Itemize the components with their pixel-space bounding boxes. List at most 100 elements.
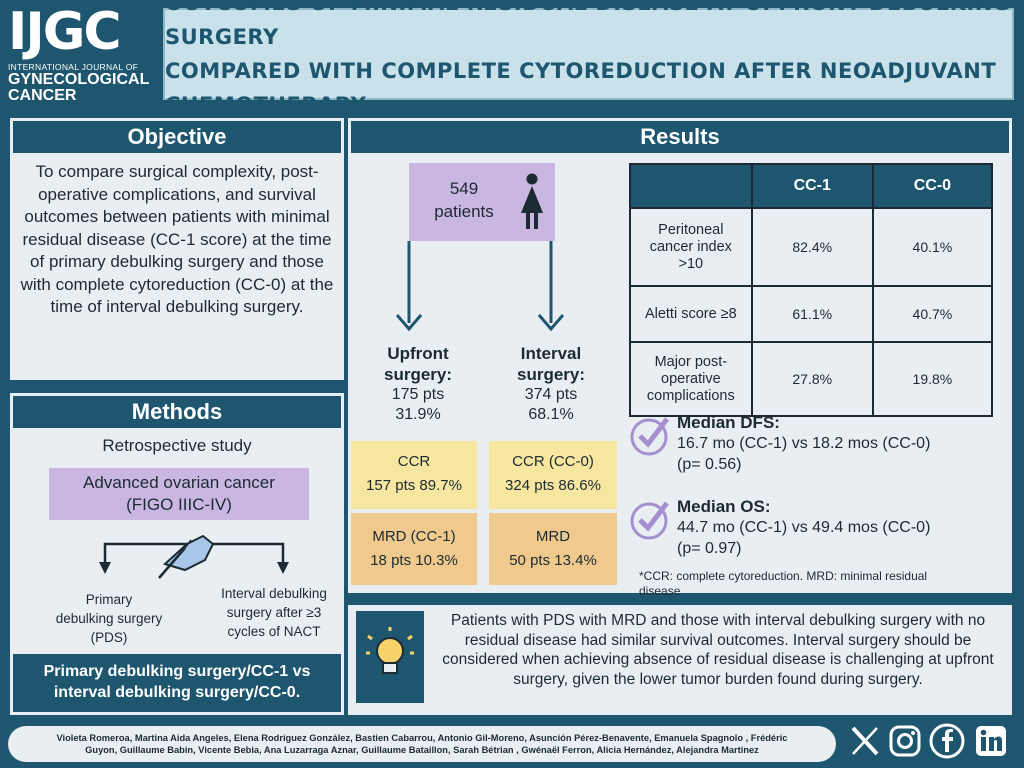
row-label-line: Peritoneal xyxy=(658,221,724,238)
table-row-label: Peritoneal cancer index >10 xyxy=(629,207,753,287)
linkedin-icon[interactable] xyxy=(972,722,1010,760)
conclusion-panel: Patients with PDS with MRD and those wit… xyxy=(348,605,1012,715)
methods-heading: Methods xyxy=(13,396,341,428)
authors-line-2: Guyon, Guillaume Babin, Vicente Bebia, A… xyxy=(85,745,759,755)
instagram-icon[interactable] xyxy=(886,722,924,760)
table-cell-cc0: 40.7% xyxy=(871,285,994,343)
results-panel: Results 549 patients Upfront surgery: 17… xyxy=(348,118,1012,598)
interval-pct: 68.1% xyxy=(528,406,574,423)
os-value: 44.7 mo (CC-1) vs 49.4 mos (CC-0) xyxy=(677,519,931,536)
lightbulb-badge xyxy=(356,611,424,703)
table-cell-cc1: 27.8% xyxy=(750,341,874,417)
x-icon[interactable] xyxy=(846,722,884,760)
title-banner: OUTCOMES OF MINIMAL RESIDUAL DISEASE AT … xyxy=(163,0,1014,117)
comparison-line-2: interval debulking surgery/CC-0. xyxy=(53,684,301,701)
interval-mrd-box: MRD 50 pts 13.4% xyxy=(489,513,617,585)
patients-count: 549 xyxy=(449,179,479,198)
population-line-2: (FIGO IIIC-IV) xyxy=(126,495,232,514)
authors-bar: Violeta Romeroa, Martina Aida Angeles, E… xyxy=(8,726,836,762)
table-row-label: Major post- operative complications xyxy=(629,341,753,417)
row-label-line: Major post- xyxy=(654,353,728,370)
logo-subtitle-2: GYNECOLOGICAL xyxy=(8,71,150,88)
conclusion-text: Patients with PDS with MRD and those wit… xyxy=(442,612,994,688)
total-patients-box: 549 patients xyxy=(409,163,555,241)
dfs-title: Median DFS: xyxy=(677,413,780,432)
lightbulb-icon xyxy=(366,627,414,674)
table-header-blank xyxy=(629,163,753,209)
upfront-ccr-label: CCR xyxy=(397,453,431,470)
results-flow-arrows xyxy=(395,241,565,332)
check-icon xyxy=(630,501,669,540)
patients-label: patients xyxy=(434,202,494,221)
methods-comparison-box: Primary debulking surgery/CC-1 vs interv… xyxy=(13,654,341,712)
interval-label-line-1: Interval debulking xyxy=(221,586,327,601)
dfs-pvalue: (p= 0.56) xyxy=(677,456,742,473)
interval-title-2: surgery: xyxy=(516,365,586,384)
primary-label-line-2: debulking surgery xyxy=(55,611,163,626)
row-label-line: cancer index xyxy=(649,238,732,255)
methods-study-type: Retrospective study xyxy=(102,436,252,455)
median-dfs: Median DFS: 16.7 mo (CC-1) vs 18.2 mos (… xyxy=(677,413,1007,475)
table-row: Aletti score ≥8 61.1% 40.7% xyxy=(629,285,994,343)
facebook-icon[interactable] xyxy=(928,722,966,760)
table-header-row: CC-1 CC-0 xyxy=(629,163,994,209)
objective-panel: Objective To compare surgical complexity… xyxy=(10,118,344,380)
results-table: CC-1 CC-0 Peritoneal cancer index >10 82… xyxy=(629,163,994,417)
footnote-line-1: *CCR: complete cytoreduction. MRD: minim… xyxy=(639,569,928,583)
upfront-arm: Upfront surgery: 175 pts 31.9% xyxy=(351,343,485,425)
interval-mrd-label: MRD xyxy=(535,528,571,545)
interval-arm: Interval surgery: 374 pts 68.1% xyxy=(485,343,617,425)
interval-label-line-3: cycles of NACT xyxy=(227,624,321,639)
table-cell-cc0: 19.8% xyxy=(871,341,994,417)
upfront-mrd-label: MRD (CC-1) xyxy=(372,528,456,545)
table-cell-cc1: 82.4% xyxy=(750,207,874,287)
table-cell-cc0: 40.1% xyxy=(871,207,994,287)
interval-mrd-value: 50 pts 13.4% xyxy=(509,552,597,569)
row-label-line: operative xyxy=(661,370,721,387)
upfront-ccr-value: 157 pts 89.7% xyxy=(366,477,462,494)
results-heading: Results xyxy=(351,121,1009,153)
interval-ccr-box: CCR (CC-0) 324 pts 86.6% xyxy=(489,441,617,509)
dfs-value: 16.7 mo (CC-1) vs 18.2 mos (CC-0) xyxy=(677,435,931,452)
branch-primary-label: Primary debulking surgery (PDS) xyxy=(41,590,177,647)
median-os: Median OS: 44.7 mo (CC-1) vs 49.4 mos (C… xyxy=(677,497,1007,559)
interval-ccr-label: CCR (CC-0) xyxy=(512,453,594,470)
total-patients-text: 549 patients xyxy=(409,177,519,223)
interval-ccr-value: 324 pts 86.6% xyxy=(505,477,601,494)
table-cell-cc1: 61.1% xyxy=(750,285,874,343)
branch-interval-label: Interval debulking surgery after ≥3 cycl… xyxy=(199,584,349,641)
upfront-title-1: Upfront xyxy=(387,344,449,363)
table-header-cc0: CC-0 xyxy=(871,163,994,209)
interval-title-1: Interval xyxy=(520,344,582,363)
upfront-mrd-box: MRD (CC-1) 18 pts 10.3% xyxy=(351,513,477,585)
surgeon-hand-icon xyxy=(158,534,215,579)
journal-logo: IJGC INTERNATIONAL JOURNAL OF GYNECOLOGI… xyxy=(8,6,150,106)
os-title: Median OS: xyxy=(677,497,771,516)
table-row: Major post- operative complications 27.8… xyxy=(629,341,994,417)
check-icon xyxy=(630,417,669,456)
objective-heading: Objective xyxy=(13,121,341,153)
methods-population-box: Advanced ovarian cancer (FIGO IIIC-IV) xyxy=(49,468,309,520)
table-row: Peritoneal cancer index >10 82.4% 40.1% xyxy=(629,207,994,287)
woman-icon xyxy=(521,173,543,229)
authors-line-1: Violeta Romeroa, Martina Aida Angeles, E… xyxy=(56,733,788,743)
title-line-1: OUTCOMES OF MINIMAL RESIDUAL DISEASE AT … xyxy=(165,0,1011,49)
upfront-pts: 175 pts xyxy=(391,386,445,403)
logo-subtitle-3: CANCER xyxy=(8,87,77,104)
logo-mark: IJGC xyxy=(8,2,122,62)
table-row-label: Aletti score ≥8 xyxy=(629,285,753,343)
upfront-title-2: surgery: xyxy=(383,365,453,384)
primary-label-line-1: Primary xyxy=(85,592,133,607)
upfront-mrd-value: 18 pts 10.3% xyxy=(370,552,458,569)
objective-text: To compare surgical complexity, post-ope… xyxy=(20,162,334,316)
logo-subtitle-1: INTERNATIONAL JOURNAL OF xyxy=(8,62,139,72)
methods-panel: Methods Retrospective study Advanced ova… xyxy=(10,393,344,715)
footnote: *CCR: complete cytoreduction. MRD: minim… xyxy=(639,569,1009,599)
primary-label-line-3: (PDS) xyxy=(90,630,128,645)
upfront-pct: 31.9% xyxy=(395,406,441,423)
upfront-ccr-box: CCR 157 pts 89.7% xyxy=(351,441,477,509)
row-label-line: >10 xyxy=(678,255,704,272)
interval-label-line-2: surgery after ≥3 xyxy=(226,605,322,620)
population-line-1: Advanced ovarian cancer xyxy=(83,473,275,492)
table-header-cc1: CC-1 xyxy=(750,163,874,209)
